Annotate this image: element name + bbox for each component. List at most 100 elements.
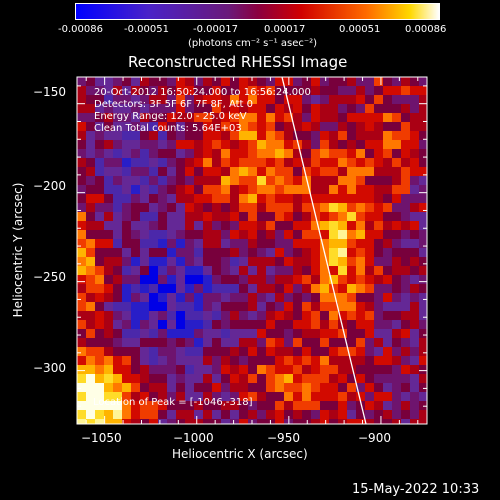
heatmap-pixel [230,131,240,141]
heatmap-pixel [401,203,411,213]
heatmap-pixel [374,212,384,222]
heatmap-pixel [95,383,105,393]
heatmap-pixel [194,320,204,330]
heatmap-pixel [374,383,384,393]
heatmap-pixel [104,284,114,294]
heatmap-pixel [419,230,427,240]
heatmap-pixel [320,347,330,357]
heatmap-pixel [311,329,321,339]
heatmap-pixel [77,365,87,375]
heatmap-pixel [311,221,321,231]
heatmap-pixel [275,284,285,294]
heatmap-pixel [329,167,339,177]
heatmap-pixel [338,311,348,321]
heatmap-pixel [248,293,258,303]
heatmap-pixel [131,86,141,96]
heatmap-pixel [212,203,222,213]
heatmap-pixel [221,410,231,420]
heatmap-pixel [158,284,168,294]
heatmap-pixel [410,176,420,186]
heatmap-pixel [77,356,87,366]
heatmap-pixel [140,347,150,357]
heatmap-pixel [365,140,375,150]
heatmap-pixel [158,239,168,249]
heatmap-pixel [275,239,285,249]
heatmap-pixel [77,257,87,267]
heatmap-pixel [194,311,204,321]
heatmap-pixel [86,347,96,357]
heatmap-pixel [167,329,177,339]
heatmap-pixel [302,239,312,249]
heatmap-pixel [212,230,222,240]
heatmap-pixel [77,320,87,330]
heatmap-pixel [275,419,285,424]
heatmap-pixel [131,302,141,312]
heatmap-pixel [293,293,303,303]
heatmap-pixel [248,113,258,123]
heatmap-pixel [239,302,249,312]
heatmap-pixel [221,185,231,195]
heatmap-pixel [104,149,114,159]
heatmap-pixel [95,131,105,141]
heatmap-pixel [302,158,312,168]
heatmap-pixel [401,86,411,96]
heatmap-pixel [338,320,348,330]
heatmap-pixel [356,104,366,114]
heatmap-pixel [383,86,393,96]
heatmap-pixel [77,194,87,204]
heatmap-pixel [275,320,285,330]
heatmap-pixel [257,347,267,357]
heatmap-pixel [419,176,427,186]
heatmap-pixel [275,248,285,258]
heatmap-pixel [239,410,249,420]
heatmap-pixel [176,221,186,231]
heatmap-pixel [104,113,114,123]
heatmap-pixel [347,167,357,177]
heatmap-pixel [347,104,357,114]
heatmap-pixel [158,383,168,393]
heatmap-pixel [95,122,105,132]
heatmap-pixel [149,149,159,159]
heatmap-pixel [293,230,303,240]
heatmap-pixel [248,194,258,204]
heatmap-pixel [365,95,375,105]
heatmap-pixel [176,194,186,204]
heatmap-pixel [113,356,123,366]
heatmap-pixel [122,401,132,411]
heatmap-pixel [410,77,420,87]
heatmap-pixel [419,374,427,384]
heatmap-pixel [140,212,150,222]
heatmap-pixel [293,329,303,339]
heatmap-pixel [248,95,258,105]
heatmap-pixel [266,257,276,267]
heatmap-pixel [149,257,159,267]
heatmap-pixel [176,248,186,258]
heatmap-pixel [194,86,204,96]
heatmap-pixel [104,374,114,384]
heatmap-pixel [338,149,348,159]
heatmap-pixel [203,158,213,168]
heatmap-pixel [212,176,222,186]
heatmap-pixel [374,77,384,87]
heatmap-pixel [257,158,267,168]
heatmap-pixel [230,167,240,177]
heatmap-pixel [185,230,195,240]
heatmap-pixel [275,401,285,411]
heatmap-pixel [311,194,321,204]
heatmap-pixel [95,203,105,213]
heatmap-pixel [185,167,195,177]
heatmap-pixel [104,365,114,375]
heatmap-pixel [221,221,231,231]
observation-info: 20-Oct-2012 16:50:24.000 to 16:56:24.000… [94,87,311,135]
heatmap-pixel [212,320,222,330]
heatmap-pixel [230,311,240,321]
heatmap-pixel [239,86,249,96]
heatmap-pixel [86,275,96,285]
heatmap-pixel [86,167,96,177]
heatmap-pixel [266,410,276,420]
heatmap-pixel [401,419,411,424]
heatmap-pixel [167,347,177,357]
heatmap-pixel [230,266,240,276]
heatmap-pixel [410,167,420,177]
heatmap-pixel [266,86,276,96]
